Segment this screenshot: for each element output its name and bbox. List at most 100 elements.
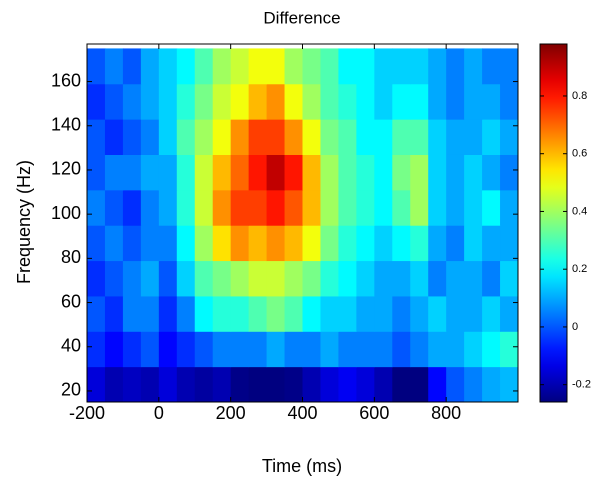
heatmap-cell [87,83,106,120]
heatmap-cell [356,119,375,155]
heatmap-cell [428,366,447,402]
heatmap-cell [482,83,501,120]
heatmap-cell [392,48,411,85]
heatmap-cell [248,225,268,262]
y-tick-label: 140 [51,115,81,135]
heatmap-cell [320,189,339,226]
heatmap-cell [284,119,303,155]
x-tick-label: 800 [431,403,461,423]
heatmap-cell [374,331,393,368]
heatmap-cell [374,119,393,155]
heatmap-cell [446,225,465,262]
heatmap-cell [302,331,321,368]
heatmap-cell [176,119,196,155]
heatmap-cell [500,366,518,402]
heatmap-cell [410,225,429,262]
heatmap-cell [266,295,286,332]
heatmap-cell [374,189,393,226]
heatmap-cell [158,260,178,297]
heatmap-cell [104,83,124,120]
heatmap-cell [464,83,483,120]
heatmap-cell [482,366,501,402]
heatmap-cell [266,331,286,368]
heatmap-cell [230,225,250,262]
heatmap-cell [446,83,465,120]
heatmap-cell [194,331,214,368]
x-tick-label: 400 [287,403,317,423]
heatmap-cell [176,83,196,120]
heatmap-cell [500,154,518,191]
y-tick-label: 20 [61,380,81,400]
heatmap-cell [248,331,268,368]
heatmap-cell [104,366,124,402]
heatmap-cell [194,225,214,262]
heatmap-cell [266,154,286,191]
colorbar-tick-label: 0 [572,321,578,333]
y-tick-label: 40 [61,336,81,356]
heatmap-cell [464,366,483,402]
heatmap-cell [320,260,339,297]
y-tick-label: 60 [61,291,81,311]
heatmap-cell [212,331,232,368]
heatmap-cell [122,83,142,120]
x-tick-label: -200 [69,403,105,423]
heatmap-cell [302,83,321,120]
heatmap-cell [320,366,339,402]
heatmap-cell [230,119,250,155]
heatmap-cell [158,331,178,368]
heatmap-cell [266,260,286,297]
heatmap-cell [320,154,339,191]
heatmap-cell [87,225,106,262]
heatmap-cell [410,260,429,297]
heatmap-cell [176,225,196,262]
y-tick-label: 120 [51,159,81,179]
heatmap-cell [482,154,501,191]
heatmap-cell [158,366,178,402]
heatmap-cell [320,225,339,262]
heatmap-cell [212,189,232,226]
heatmap-cell [266,366,286,402]
heatmap-cell [392,295,411,332]
heatmap-cell [356,295,375,332]
heatmap [87,48,518,402]
heatmap-cell [410,119,429,155]
heatmap-cell [356,154,375,191]
heatmap-cell [284,366,303,402]
heatmap-cell [230,154,250,191]
heatmap-cell [500,83,518,120]
y-tick-label: 80 [61,247,81,267]
heatmap-cell [104,154,124,191]
heatmap-cell [248,154,268,191]
heatmap-cell [104,48,124,85]
heatmap-cell [194,295,214,332]
heatmap-cell [284,189,303,226]
heatmap-cell [87,154,106,191]
heatmap-cell [482,331,501,368]
heatmap-cell [212,48,232,85]
heatmap-cell [482,48,501,85]
heatmap-cell [158,189,178,226]
heatmap-cell [230,189,250,226]
heatmap-cell [356,366,375,402]
heatmap-cell [140,366,160,402]
heatmap-cell [87,331,106,368]
heatmap-cell [284,331,303,368]
heatmap-cell [87,260,106,297]
heatmap-cell [87,119,106,155]
heatmap-cell [500,260,518,297]
heatmap-cell [428,83,447,120]
heatmap-cell [230,48,250,85]
heatmap-cell [464,295,483,332]
heatmap-cell [158,119,178,155]
heatmap-cell [248,295,268,332]
heatmap-cell [320,295,339,332]
heatmap-cell [87,189,106,226]
heatmap-cell [248,189,268,226]
heatmap-cell [392,260,411,297]
heatmap-cell [158,225,178,262]
heatmap-cell [482,225,501,262]
heatmap-cell [356,260,375,297]
heatmap-cell [464,260,483,297]
y-tick-label: 160 [51,70,81,90]
